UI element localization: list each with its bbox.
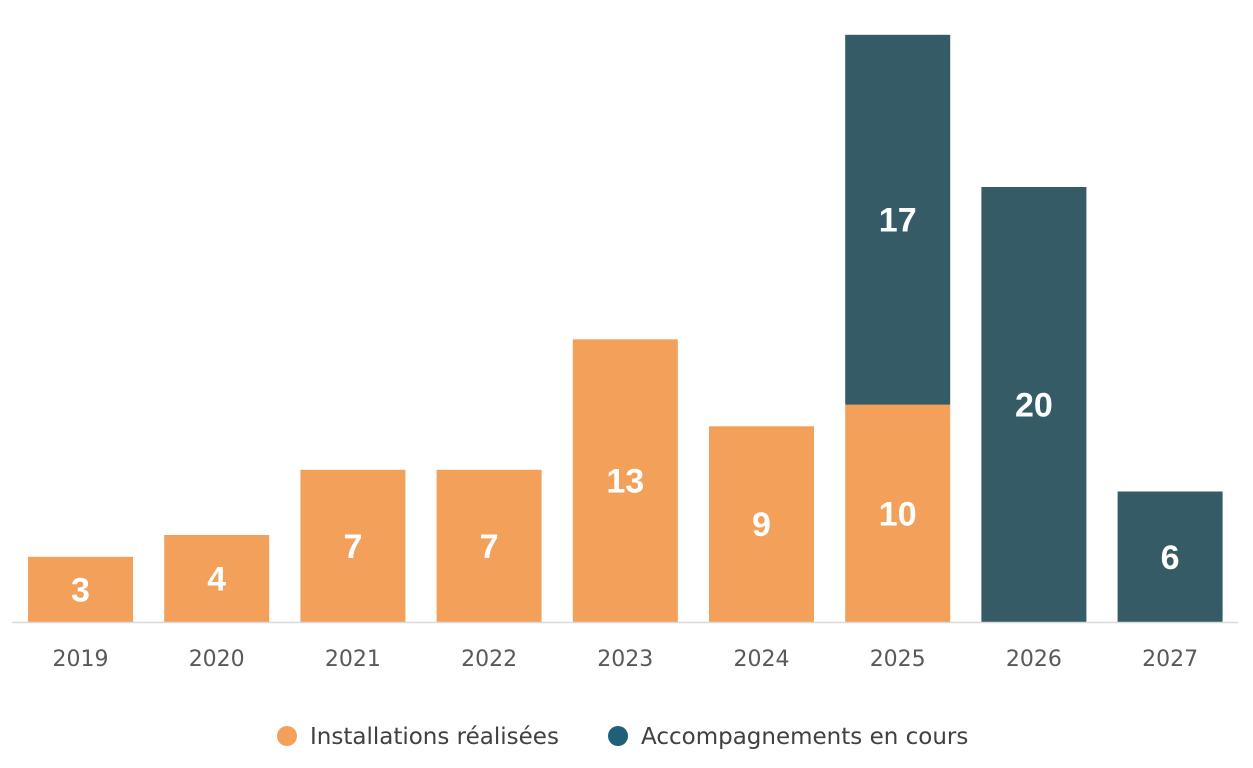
bar-installations-2023 [572,339,678,623]
legend-item-accompagnements: Accompagnements en cours [608,724,968,750]
data-label-accompagnements-2027: 6 [1161,539,1180,577]
x-tick-label-2019: 2019 [53,647,109,672]
bar-installations-2019 [28,556,133,623]
x-tick-label-2023: 2023 [597,647,653,672]
bar-installations-2022 [436,469,542,623]
legend-label-installations: Installations réalisées [310,724,559,750]
x-tick-label-2027: 2027 [1142,647,1198,672]
x-tick-labels: 2019 2020 2021 2022 2023 2024 2025 2026 2027 [53,647,1199,672]
x-tick-label-2022: 2022 [461,647,517,672]
bar-installations-2021 [300,469,406,623]
bar-accompagnements-2027 [1117,491,1223,622]
bar-accompagnements-2025 [845,34,951,405]
x-tick-label-2025: 2025 [870,647,926,672]
bar-installations-2024 [709,426,814,623]
legend: Installations réalisées Accompagnements … [277,724,968,750]
data-label-installations-2025: 10 [879,495,917,533]
legend-label-accompagnements: Accompagnements en cours [641,724,968,750]
bar-installations-2020 [164,535,270,622]
bars-layer [28,34,1223,623]
legend-marker-accompagnements [608,726,628,746]
data-labels-layer: 3 4 7 7 13 9 10 17 20 6 [71,202,1180,610]
data-label-accompagnements-2025: 17 [879,202,917,240]
data-label-installations-2022: 7 [480,528,499,566]
x-tick-label-2026: 2026 [1006,647,1062,672]
data-label-installations-2021: 7 [343,528,362,566]
data-label-installations-2023: 13 [606,463,644,501]
data-label-installations-2024: 9 [752,506,771,544]
data-label-installations-2020: 4 [207,561,226,599]
legend-item-installations: Installations réalisées [277,724,559,750]
x-tick-label-2024: 2024 [734,647,790,672]
bar-accompagnements-2026 [981,187,1087,622]
bar-installations-2025 [845,404,951,622]
x-tick-label-2021: 2021 [325,647,381,672]
legend-marker-installations [277,726,297,746]
x-tick-label-2020: 2020 [189,647,245,672]
data-label-installations-2019: 3 [71,571,90,609]
data-label-accompagnements-2026: 20 [1015,387,1053,425]
